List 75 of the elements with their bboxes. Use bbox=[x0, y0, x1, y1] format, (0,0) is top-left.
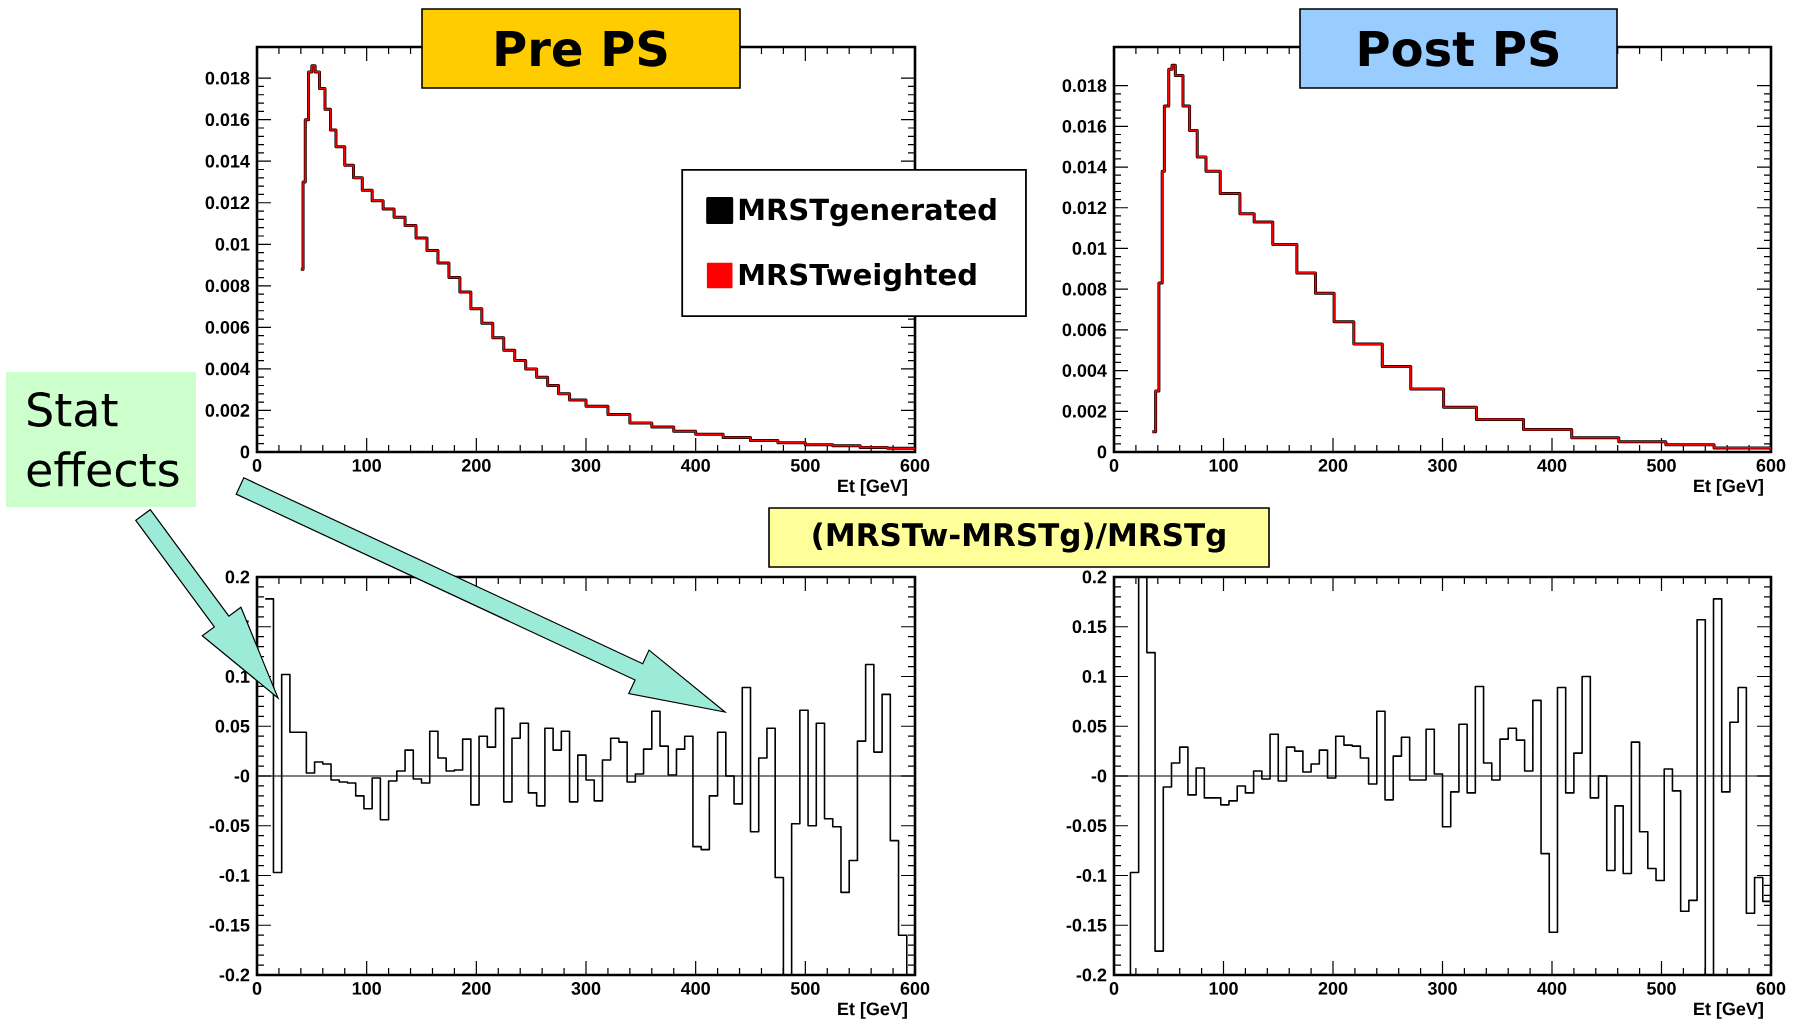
x-tick-label: 200 bbox=[461, 459, 491, 472]
y-tick-label: 0.008 bbox=[205, 279, 250, 293]
x-tick-label: 500 bbox=[1647, 459, 1676, 472]
y-tick-label: 0.01 bbox=[1072, 242, 1107, 255]
y-tick-label: 0.004 bbox=[205, 362, 250, 376]
y-tick-label: 0.012 bbox=[205, 196, 250, 210]
x-tick-label: 300 bbox=[571, 982, 601, 995]
y-tick-label: 0.018 bbox=[205, 71, 250, 85]
x-tick-label: 600 bbox=[1756, 459, 1786, 472]
y-tick-label: -0.15 bbox=[209, 918, 250, 932]
y-tick-label: 0.012 bbox=[1062, 201, 1107, 215]
y-tick-label: 0.2 bbox=[1082, 570, 1107, 584]
chart-title: Post PS bbox=[1359, 30, 1559, 67]
y-tick-label: 0.1 bbox=[1082, 670, 1107, 683]
y-tick-label: -0.15 bbox=[1066, 918, 1107, 932]
x-tick-label: 300 bbox=[1427, 459, 1457, 472]
x-tick-label: 0 bbox=[1109, 982, 1119, 995]
y-tick-label: -0.2 bbox=[1076, 968, 1107, 982]
y-tick-label: 0.05 bbox=[1072, 719, 1107, 733]
y-tick-label: 0.006 bbox=[1062, 323, 1107, 337]
y-tick-label: 0 bbox=[1097, 445, 1107, 459]
y-tick-label: 0.014 bbox=[205, 154, 250, 168]
y-tick-label: 0.15 bbox=[1072, 620, 1107, 634]
x-tick-label: 600 bbox=[900, 982, 930, 995]
x-tick-label: 400 bbox=[1537, 459, 1567, 472]
x-tick-label: 200 bbox=[1318, 459, 1348, 472]
y-tick-label: -0 bbox=[234, 769, 250, 783]
x-tick-label: 100 bbox=[352, 459, 381, 472]
x-tick-label: 500 bbox=[790, 982, 820, 995]
y-tick-label: 0.002 bbox=[1062, 404, 1107, 418]
x-tick-label: 200 bbox=[1318, 982, 1348, 995]
x-tick-label: 400 bbox=[1537, 982, 1567, 995]
x-tick-label: 100 bbox=[352, 982, 381, 995]
x-tick-label: 0 bbox=[1109, 459, 1119, 472]
y-tick-label: -0.2 bbox=[219, 968, 250, 982]
x-tick-label: 200 bbox=[461, 982, 491, 995]
x-tick-label: 300 bbox=[571, 459, 601, 472]
x-axis-title: Et [GeV] bbox=[1694, 479, 1763, 496]
y-tick-label: -0.1 bbox=[1076, 869, 1107, 882]
y-tick-label: -0.05 bbox=[209, 819, 250, 833]
x-tick-label: 400 bbox=[680, 982, 710, 995]
y-tick-label: 0.018 bbox=[1062, 79, 1107, 93]
y-tick-label: 0.002 bbox=[205, 404, 250, 417]
y-tick-label: -0 bbox=[1091, 769, 1107, 783]
legend-label: MRSTgenerated bbox=[739, 197, 996, 227]
y-tick-label: 0.006 bbox=[205, 320, 250, 334]
chart-title: Pre PS bbox=[496, 30, 667, 67]
x-tick-label: 400 bbox=[680, 459, 710, 472]
x-tick-label: 0 bbox=[252, 459, 262, 472]
y-tick-label: 0.016 bbox=[1062, 119, 1107, 133]
legend-label: MRSTweighted bbox=[739, 262, 976, 292]
x-tick-label: 500 bbox=[790, 459, 820, 472]
x-tick-label: 500 bbox=[1647, 982, 1676, 995]
y-tick-label: 0.01 bbox=[215, 237, 250, 251]
x-tick-label: 600 bbox=[1756, 982, 1786, 995]
x-axis-title: Et [GeV] bbox=[838, 479, 907, 496]
y-tick-label: 0.014 bbox=[1062, 160, 1107, 174]
x-axis-title: Et [GeV] bbox=[838, 1002, 907, 1019]
x-axis-title: Et [GeV] bbox=[1694, 1002, 1763, 1019]
y-tick-label: -0.1 bbox=[219, 869, 250, 882]
y-tick-label: 0.008 bbox=[1062, 282, 1107, 296]
y-tick-label: 0 bbox=[240, 445, 250, 459]
y-tick-label: -0.05 bbox=[1066, 819, 1107, 833]
text: (MRSTw-MRSTg)/MRSTg bbox=[813, 522, 1225, 553]
y-tick-label: 0.2 bbox=[225, 570, 250, 584]
y-tick-label: 0.1 bbox=[225, 670, 250, 683]
y-tick-label: 0.016 bbox=[205, 113, 250, 127]
x-tick-label: 100 bbox=[1209, 459, 1238, 472]
x-tick-label: 600 bbox=[900, 459, 930, 472]
x-tick-label: 300 bbox=[1427, 982, 1457, 995]
y-tick-label: 0.004 bbox=[1062, 364, 1107, 377]
y-tick-label: 0.05 bbox=[215, 719, 250, 733]
x-tick-label: 100 bbox=[1209, 982, 1238, 995]
text: Stat effects bbox=[27, 392, 179, 487]
x-tick-label: 0 bbox=[252, 982, 262, 995]
